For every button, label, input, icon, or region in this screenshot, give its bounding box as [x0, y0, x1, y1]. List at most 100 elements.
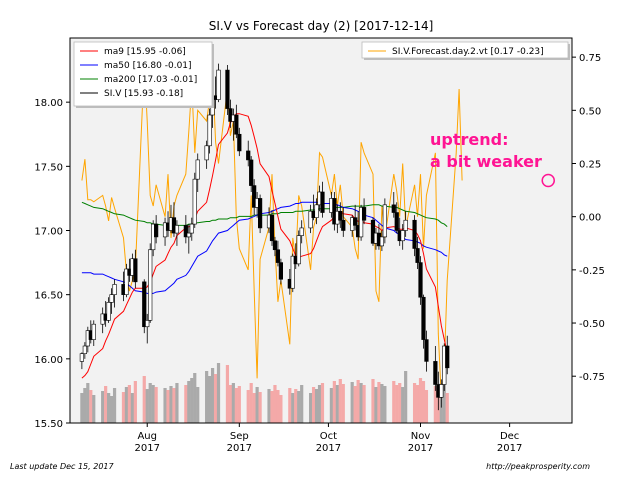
volume-bar [392, 381, 396, 423]
volume-bar [412, 383, 417, 423]
candle [207, 108, 212, 154]
annotation-text: uptrend: [430, 130, 508, 149]
volume-bar [362, 385, 366, 423]
right-tick-label: 0.00 [579, 213, 601, 224]
candle [433, 346, 438, 391]
candle-body [195, 159, 200, 180]
volume-bar [252, 393, 256, 423]
volume-bar [154, 387, 158, 423]
left-tick-label: 17.00 [34, 227, 63, 238]
candle [82, 342, 87, 359]
candle [148, 243, 153, 323]
left-tick-label: 16.00 [34, 355, 63, 366]
plot-layer [79, 63, 555, 423]
x-tick-year-label: 2017 [497, 443, 522, 454]
left-tick-label: 16.50 [34, 291, 63, 302]
candle [249, 156, 254, 192]
volume-bar [380, 384, 384, 423]
candle-body [418, 262, 423, 298]
candle-body [186, 232, 191, 238]
candle [353, 204, 358, 231]
candle [341, 207, 346, 237]
volume-bar [175, 383, 179, 423]
right-tick-label: 0.50 [579, 106, 601, 117]
volume-bar [246, 390, 250, 423]
candle-body [246, 150, 251, 161]
candle [296, 230, 301, 267]
candle-body [106, 302, 111, 321]
candle-body [237, 133, 242, 152]
volume-bar [300, 385, 304, 423]
candle [195, 153, 200, 192]
candle [275, 240, 281, 267]
legend-label: SI.V.Forecast.day.2.vt [0.17 -0.23] [392, 47, 544, 57]
forecast-marker-circle [541, 173, 555, 188]
chart-title: SI.V vs Forecast day (2) [2017-12-14] [209, 19, 434, 33]
volume-bar [415, 385, 420, 423]
volume-bar [127, 385, 132, 423]
left-legend-box [73, 41, 213, 107]
x-tick-label: Sep [230, 431, 249, 442]
x-tick-label: Oct [320, 431, 337, 442]
candle [246, 140, 251, 167]
candle-body [192, 178, 197, 225]
candle-body [234, 114, 239, 135]
candle-body [145, 320, 150, 328]
candle-body [249, 159, 254, 186]
candle-body [400, 230, 405, 242]
candle [109, 288, 114, 314]
candle [272, 236, 278, 257]
volume-bar [205, 371, 209, 423]
candle [225, 64, 230, 115]
candle [145, 313, 150, 344]
volume-bar [424, 390, 429, 423]
candle-body [445, 345, 450, 369]
candle-body [314, 204, 319, 218]
volume-bar [341, 384, 345, 423]
candle-body [370, 219, 376, 244]
candle [189, 217, 194, 241]
volume-bar [445, 393, 449, 423]
candle [216, 63, 221, 103]
candle [418, 256, 423, 305]
candle [421, 294, 426, 349]
candle-body [290, 255, 295, 289]
candle-body [204, 145, 209, 161]
candle [174, 220, 180, 246]
candle-body [269, 214, 275, 242]
candle [186, 224, 191, 254]
candle [338, 202, 343, 228]
candle [183, 215, 188, 244]
candle [106, 297, 111, 323]
candle-body [421, 296, 426, 340]
candle [142, 279, 147, 334]
x-tick-label: Nov [411, 431, 431, 442]
candle [234, 104, 239, 139]
candle-body [109, 294, 114, 303]
candle [269, 209, 275, 246]
volume-bar [228, 385, 233, 423]
candle [290, 253, 295, 293]
volume-bar [433, 386, 437, 423]
x-tick-label: Aug [137, 431, 157, 442]
candle-body [299, 227, 304, 236]
volume-bar [335, 385, 339, 423]
volume-bar [288, 388, 292, 423]
volume-bar [166, 390, 170, 423]
candle-body [353, 217, 358, 226]
candle-body [403, 219, 408, 231]
candle [370, 217, 376, 246]
candle-body [258, 198, 263, 229]
candle-body [91, 323, 96, 340]
volume-bar [273, 385, 277, 423]
candle [320, 181, 325, 218]
volume-bar [398, 383, 402, 423]
candle [237, 127, 242, 157]
volume-bar [404, 371, 408, 423]
candle [192, 172, 197, 228]
volume-bar [196, 387, 200, 423]
volume-bar [190, 378, 194, 423]
candle-body [278, 262, 283, 280]
right-tick-label: 0.25 [579, 159, 601, 170]
volume-bar [442, 385, 446, 423]
